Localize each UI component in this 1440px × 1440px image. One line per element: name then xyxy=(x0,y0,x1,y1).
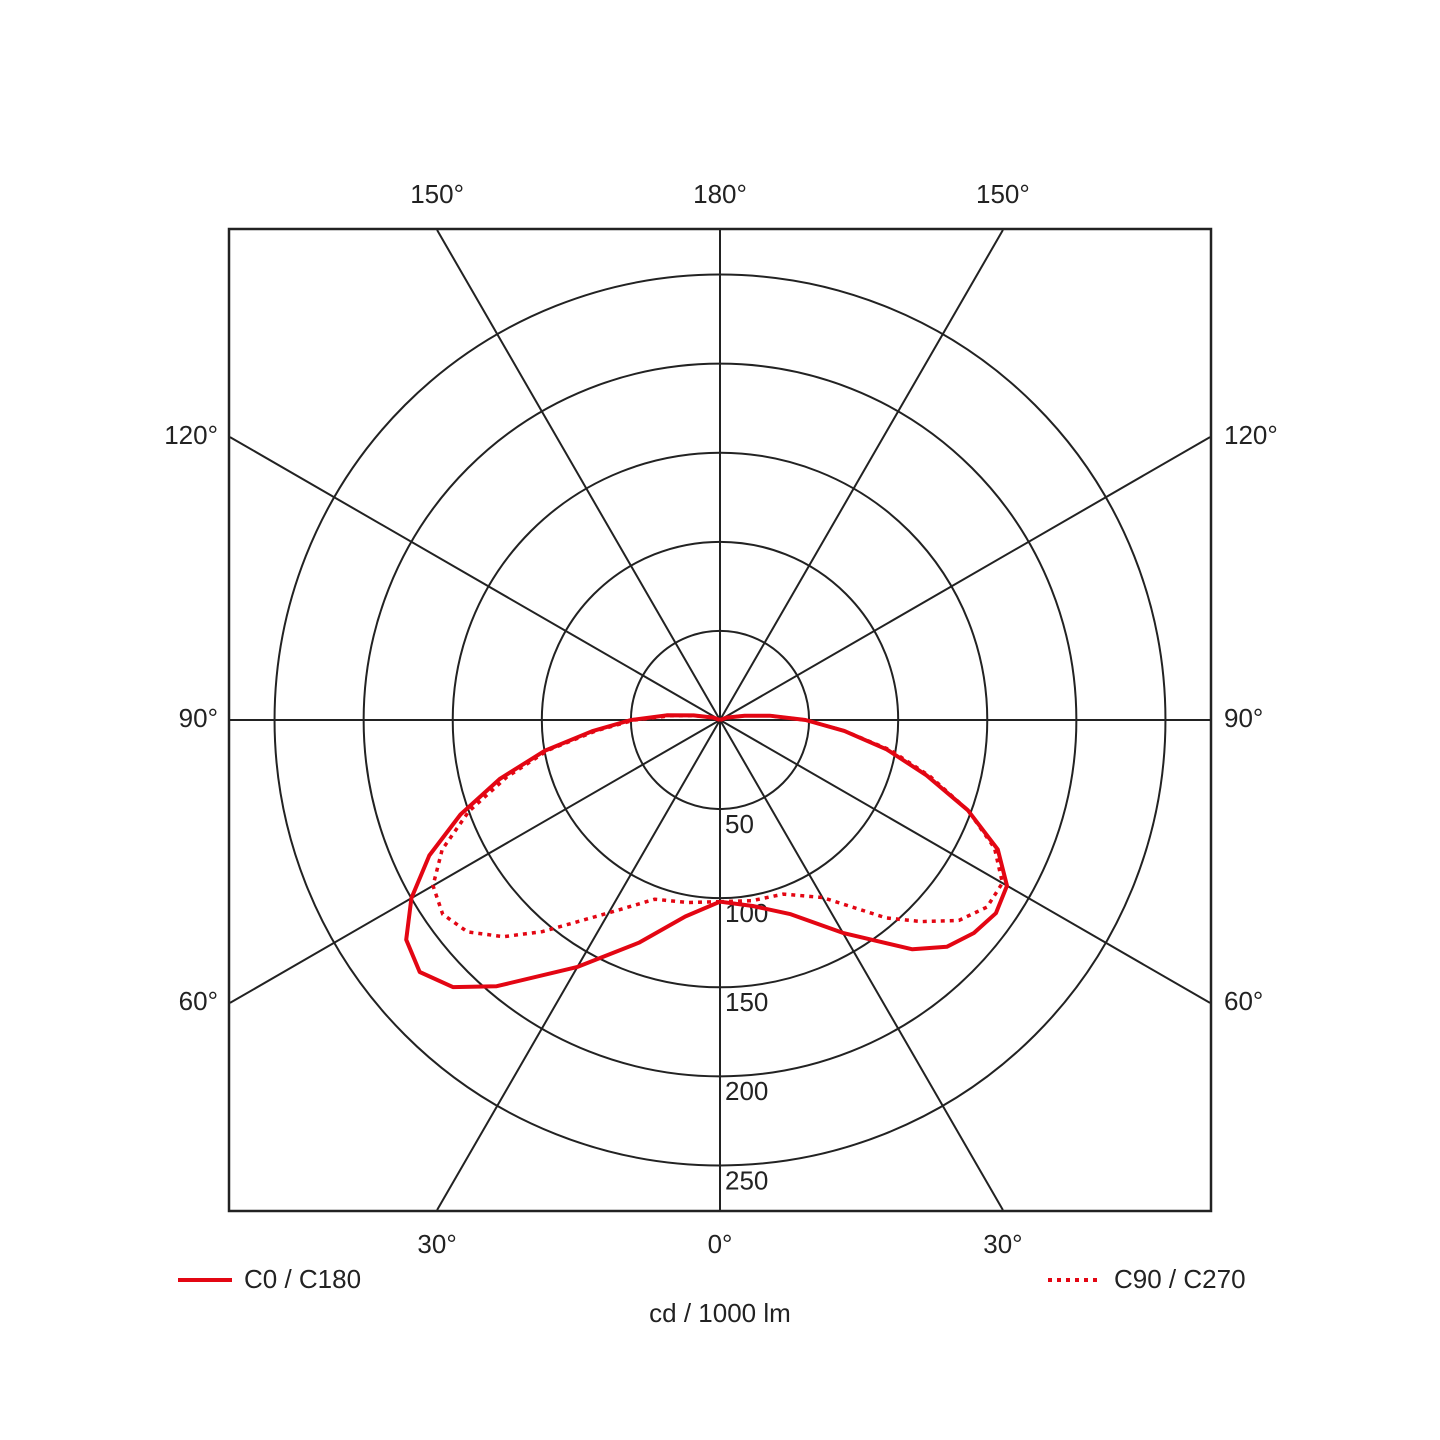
plot-frame xyxy=(227,227,1213,1213)
legend-label: C0 / C180 xyxy=(244,1264,361,1294)
grid-spoke xyxy=(719,719,1211,1004)
intensity-curve xyxy=(719,713,1005,924)
r-tick-label: 150 xyxy=(725,987,768,1017)
r-tick-label: 250 xyxy=(725,1165,768,1195)
angle-tick-label: 30° xyxy=(983,1229,1022,1259)
angle-tick-label: 90° xyxy=(179,703,218,733)
legend-label: C90 / C270 xyxy=(1114,1264,1246,1294)
r-tick-label: 200 xyxy=(725,1076,768,1106)
angle-tick-label: 150° xyxy=(976,179,1030,209)
angle-tick-label: 90° xyxy=(1224,703,1263,733)
angle-tick-label: 30° xyxy=(417,1229,456,1259)
angle-tick-label: 120° xyxy=(164,420,218,450)
grid-spoke xyxy=(229,719,721,1004)
grid-spoke xyxy=(719,436,1211,721)
angle-tick-label: 180° xyxy=(693,179,747,209)
angle-tick-label: 150° xyxy=(410,179,464,209)
angle-tick-label: 60° xyxy=(179,986,218,1016)
grid-spoke xyxy=(719,719,1004,1211)
axis-label: cd / 1000 lm xyxy=(649,1298,791,1328)
grid-spoke xyxy=(229,436,721,721)
angle-tick-label: 120° xyxy=(1224,420,1278,450)
intensity-curve xyxy=(431,713,721,939)
grid-spoke xyxy=(719,229,1004,721)
angle-tick-label: 60° xyxy=(1224,986,1263,1016)
intensity-curve xyxy=(719,713,1009,952)
r-tick-label: 50 xyxy=(725,809,754,839)
grid-spoke xyxy=(436,229,721,721)
angle-tick-label: 0° xyxy=(708,1229,733,1259)
intensity-curve xyxy=(404,713,721,990)
